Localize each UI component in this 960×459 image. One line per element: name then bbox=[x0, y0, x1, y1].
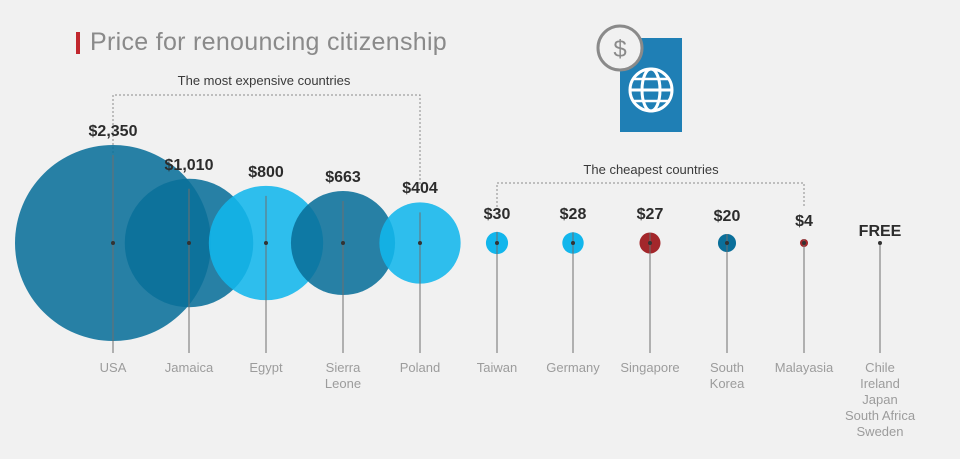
value-label: $800 bbox=[248, 163, 284, 181]
value-label: $1,010 bbox=[164, 156, 214, 174]
value-label: $4 bbox=[795, 212, 813, 230]
value-label: $30 bbox=[483, 205, 511, 223]
category-label-line: Leone bbox=[324, 376, 362, 391]
stem-dot bbox=[264, 241, 268, 245]
stem-dot bbox=[341, 241, 345, 245]
category-label-line: South bbox=[710, 360, 744, 375]
dollar-glyph: $ bbox=[613, 36, 626, 63]
title-accent-bar bbox=[76, 32, 80, 54]
category-label-line: Ireland bbox=[860, 376, 900, 391]
category-label-line: USA bbox=[99, 360, 127, 375]
category-label-line: Japan bbox=[862, 392, 898, 407]
stem-dot bbox=[802, 241, 806, 245]
passport-icon: $ bbox=[596, 24, 682, 132]
category-label: Poland bbox=[400, 360, 440, 376]
category-label-line: Poland bbox=[399, 360, 441, 375]
stem-dot bbox=[187, 241, 191, 245]
stem-dot bbox=[725, 241, 729, 245]
category-label-line: Taiwan bbox=[476, 360, 518, 375]
stems bbox=[111, 155, 882, 353]
coin-circle bbox=[596, 24, 644, 72]
category-label-line: Singapore bbox=[620, 360, 680, 375]
category-label: Singapore bbox=[620, 360, 679, 376]
category-label-line: Korea bbox=[709, 376, 745, 391]
chart-title: Price for renouncing citizenship bbox=[90, 28, 447, 56]
value-label: $2,350 bbox=[88, 123, 138, 140]
stem-dot bbox=[111, 241, 115, 245]
bracket-cheapest bbox=[496, 182, 805, 207]
category-label-line: Malayasia bbox=[774, 360, 834, 375]
stem-dot bbox=[418, 241, 422, 245]
group-brackets bbox=[112, 94, 805, 207]
category-label: South Korea bbox=[710, 360, 745, 392]
group-label-cheapest: The cheapest countries bbox=[583, 162, 719, 177]
value-label: FREE bbox=[858, 223, 902, 240]
value-label: $404 bbox=[402, 180, 438, 198]
category-label: Jamaica bbox=[165, 360, 213, 376]
category-label: Taiwan bbox=[477, 360, 517, 376]
category-label-line: Germany bbox=[546, 360, 600, 375]
category-label-line: South Africa bbox=[844, 408, 916, 423]
category-label-line: Egypt bbox=[249, 360, 283, 375]
category-label: Malayasia bbox=[775, 360, 834, 376]
value-label: $27 bbox=[636, 206, 664, 224]
category-label: Germany bbox=[546, 360, 599, 376]
group-label-expensive: The most expensive countries bbox=[177, 73, 351, 88]
category-label: USA bbox=[100, 360, 127, 376]
category-label: Egypt bbox=[249, 360, 282, 376]
stem-dot bbox=[648, 241, 652, 245]
value-label: $663 bbox=[325, 168, 361, 186]
category-label-line: Chile bbox=[865, 360, 895, 375]
stem-dot bbox=[878, 241, 882, 245]
category-label: Chile Ireland Japan South Africa Sweden bbox=[845, 360, 915, 440]
bracket-expensive bbox=[112, 94, 421, 185]
value-label: $20 bbox=[713, 207, 741, 225]
category-label-line: Sierra bbox=[325, 360, 361, 375]
category-label-line: Jamaica bbox=[164, 360, 214, 375]
stem-dot bbox=[571, 241, 575, 245]
stem-dot bbox=[495, 241, 499, 245]
category-label: Sierra Leone bbox=[325, 360, 361, 392]
category-label-line: Sweden bbox=[856, 424, 904, 439]
value-label: $28 bbox=[559, 206, 587, 224]
